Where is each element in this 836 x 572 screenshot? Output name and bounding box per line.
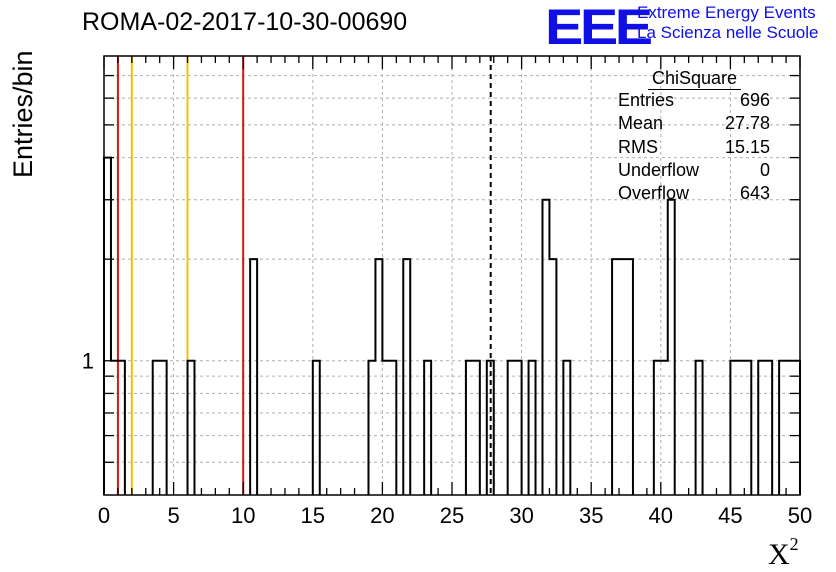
logo-tagline-1: Extreme Energy Events	[637, 3, 816, 22]
histogram-bar	[542, 200, 549, 495]
histogram-bar	[758, 361, 772, 495]
histogram-bar	[375, 259, 382, 495]
stat-value: 15.15	[724, 136, 770, 157]
eee-logo: EEE	[545, 0, 653, 55]
x-tick-label: 25	[440, 503, 464, 528]
histogram-bar	[466, 361, 480, 495]
stat-label: Entries	[618, 90, 675, 110]
y-axis-label: Entries/bin	[8, 50, 38, 178]
x-tick-label: 15	[301, 503, 325, 528]
x-axis-label: X2	[768, 534, 799, 572]
stat-row-mean: Mean 27.78	[611, 112, 778, 135]
stat-row-entries: Entries 696	[611, 89, 778, 112]
x-tick-label: 5	[167, 503, 179, 528]
histogram-bar	[403, 259, 410, 495]
stat-label: Mean	[618, 113, 664, 134]
x-tick-label: 50	[788, 503, 812, 528]
histogram-bar	[111, 361, 125, 495]
stat-value: 0	[759, 159, 770, 180]
x-tick-label: 35	[579, 503, 603, 528]
x-tick-label: 40	[649, 503, 673, 528]
histogram-bar	[529, 361, 536, 495]
stat-value: 696	[739, 90, 770, 110]
stat-row-rms: RMS 15.15	[611, 136, 778, 159]
run-title: ROMA-02-2017-10-30-00690	[82, 8, 408, 36]
stat-row-overflow: Overflow 643	[611, 182, 778, 205]
stat-label: Underflow	[618, 159, 700, 180]
histogram-bar	[313, 361, 320, 495]
histogram-bar	[104, 158, 111, 495]
stat-value: 643	[739, 183, 770, 204]
histogram-bar	[563, 361, 570, 495]
stat-label: RMS	[618, 136, 658, 157]
logo-tagline-2: La Scienza nelle Scuole	[637, 23, 819, 42]
x-axis-label-exponent: 2	[789, 534, 799, 554]
stats-title: ChiSquare	[647, 68, 742, 90]
histogram-bar	[612, 259, 633, 495]
x-axis-label-main: X	[768, 538, 790, 571]
grid	[104, 56, 800, 495]
axis-ticks	[103, 56, 801, 495]
histogram-bar	[424, 361, 431, 495]
histogram-bar	[668, 200, 675, 495]
histogram-bar	[696, 361, 703, 495]
x-tick-label: 10	[231, 503, 255, 528]
histogram-bar	[730, 361, 751, 495]
stats-box: ChiSquare Entries 696 Mean 27.78 RMS 15.15 …	[611, 67, 778, 205]
histogram-bar	[487, 361, 494, 495]
x-tick-label: 45	[718, 503, 742, 528]
histogram-bar	[549, 259, 556, 495]
histogram-bar	[382, 361, 396, 495]
y-tick-label: 1	[82, 349, 94, 374]
stat-row-underflow: Underflow 0	[611, 159, 778, 182]
tick-labels: 0 5 10 15 20 25 30 35 40 45 50 1	[82, 349, 812, 528]
histogram-bar	[654, 361, 668, 495]
histogram-bar	[153, 361, 167, 495]
x-tick-label: 0	[98, 503, 110, 528]
histogram-bar	[368, 361, 375, 495]
histogram-bar	[250, 259, 257, 495]
x-tick-label: 20	[370, 503, 394, 528]
x-tick-label: 30	[509, 503, 533, 528]
histogram-bar	[188, 361, 195, 495]
stat-label: Overflow	[618, 183, 690, 204]
histogram-bar	[508, 361, 522, 495]
histogram-bar	[779, 361, 800, 495]
stat-value: 27.78	[724, 113, 770, 134]
